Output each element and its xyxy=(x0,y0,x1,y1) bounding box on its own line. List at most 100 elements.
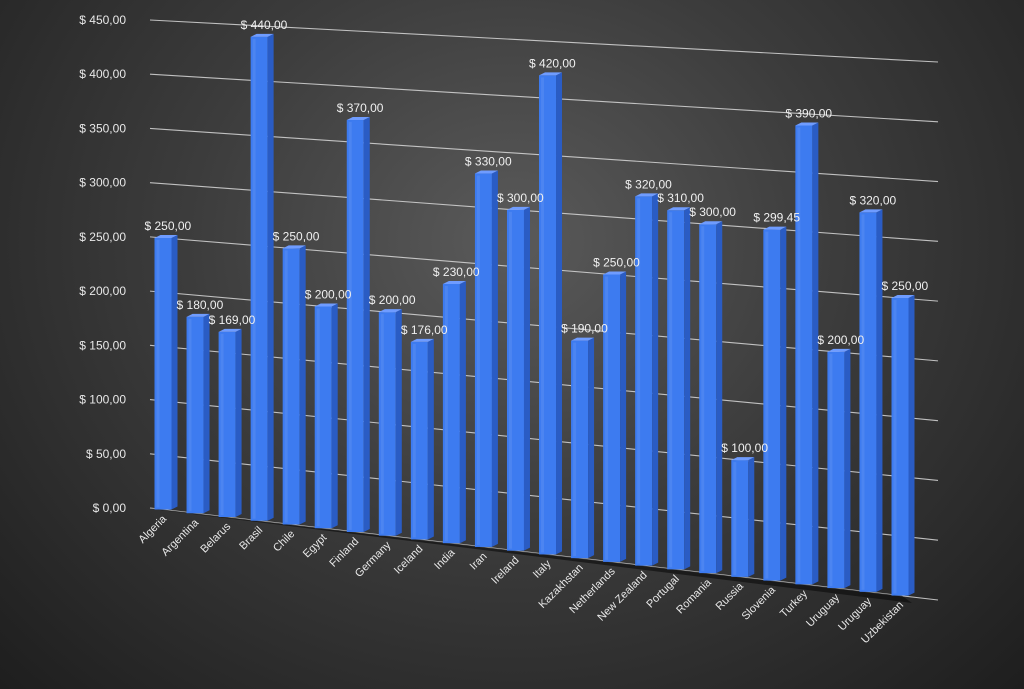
bar-front xyxy=(795,125,813,585)
bar-front xyxy=(635,196,653,566)
bars xyxy=(154,33,915,596)
bar-top xyxy=(442,280,466,284)
bar-front xyxy=(859,212,877,592)
bar-front xyxy=(442,283,460,544)
bar-top xyxy=(474,170,498,174)
data-label: $ 370,00 xyxy=(337,101,384,115)
bar xyxy=(378,309,402,536)
bar xyxy=(154,234,178,510)
bar xyxy=(506,206,530,551)
data-label: $ 440,00 xyxy=(241,18,288,32)
y-tick-label: $ 50,00 xyxy=(86,447,126,461)
bar-side xyxy=(363,117,370,532)
bar xyxy=(539,72,563,555)
bar-top xyxy=(314,303,338,307)
bar-top xyxy=(410,338,434,342)
bar xyxy=(314,303,338,529)
bar-side xyxy=(491,170,498,547)
x-tick-label: Finland xyxy=(327,536,361,570)
bar-top xyxy=(859,209,883,213)
bar-highlight xyxy=(476,175,480,545)
gridline xyxy=(149,19,939,63)
bar-front xyxy=(314,306,332,529)
x-tick-label: Turkey xyxy=(778,588,810,620)
x-tick-label: Ireland xyxy=(489,554,521,586)
y-tick-label: $ 250,00 xyxy=(79,230,126,244)
bar-side xyxy=(748,457,755,577)
bar-highlight xyxy=(252,38,256,519)
bar xyxy=(218,328,242,517)
bar-front xyxy=(699,224,717,574)
y-tick-label: $ 0,00 xyxy=(93,501,127,515)
bar-highlight xyxy=(701,226,705,572)
data-label: $ 299,45 xyxy=(753,211,800,225)
bar-front xyxy=(154,237,172,510)
bar-highlight xyxy=(541,77,545,553)
bar-highlight xyxy=(348,122,352,530)
x-tick-label: India xyxy=(432,546,458,572)
bar-front xyxy=(282,248,300,525)
bar-front xyxy=(571,340,589,559)
bar-highlight xyxy=(637,198,641,564)
bar xyxy=(571,337,595,559)
bar-top xyxy=(154,234,178,238)
bar-front xyxy=(378,312,396,536)
x-tick-label: Italy xyxy=(531,558,554,581)
data-label: $ 310,00 xyxy=(657,191,704,205)
data-label: $ 180,00 xyxy=(177,298,224,312)
bar-side xyxy=(620,271,627,562)
bar xyxy=(635,193,659,566)
bar-front xyxy=(250,36,268,521)
x-tick-label: Iceland xyxy=(392,543,426,577)
bar-side xyxy=(427,338,434,540)
bar-side xyxy=(684,207,691,570)
bar-top xyxy=(603,271,627,275)
y-tick-label: $ 150,00 xyxy=(79,338,126,352)
bar-highlight xyxy=(188,318,192,512)
bar-side xyxy=(588,337,595,559)
bar-highlight xyxy=(573,342,577,557)
bar xyxy=(699,221,723,574)
bar-top xyxy=(378,309,402,313)
floor-shadow xyxy=(150,508,912,603)
x-tick-label: Chile xyxy=(271,528,297,554)
y-axis: $ 0,00 $ 50,00 $ 100,00 $ 150,00 $ 200,00 $ 2… xyxy=(79,13,126,515)
bar-highlight xyxy=(893,300,897,594)
data-label: $ 320,00 xyxy=(849,193,896,207)
data-label: $ 230,00 xyxy=(433,265,480,279)
bar xyxy=(346,117,370,532)
x-tick-label: Iran xyxy=(468,551,490,573)
data-label: $ 200,00 xyxy=(369,293,416,307)
data-label: $ 100,00 xyxy=(721,441,768,455)
bar-front xyxy=(346,120,364,532)
data-labels: $ 250,00 $ 180,00$ 169,00 $ 440,00 $ 250,00… xyxy=(145,18,929,455)
bar xyxy=(667,207,691,570)
bar-side xyxy=(908,295,915,596)
bar-front xyxy=(731,460,749,577)
bar-top xyxy=(218,328,242,332)
bar-front xyxy=(410,341,428,540)
bar-side xyxy=(556,72,563,555)
bar-top xyxy=(506,206,530,210)
data-label: $ 250,00 xyxy=(273,229,320,243)
bar-front xyxy=(474,173,492,547)
bar-highlight xyxy=(797,127,801,583)
y-tick-label: $ 300,00 xyxy=(79,176,126,190)
y-tick-label: $ 350,00 xyxy=(79,121,126,135)
bar-front xyxy=(827,351,845,589)
bar-highlight xyxy=(412,343,416,538)
data-label: $ 330,00 xyxy=(465,155,512,169)
bar-top xyxy=(571,337,595,341)
x-tick-label: Russia xyxy=(714,580,747,613)
bar-top xyxy=(346,117,370,121)
y-tick-label: $ 400,00 xyxy=(79,67,126,81)
y-tick-label: $ 100,00 xyxy=(79,393,126,407)
bar-front xyxy=(186,316,204,514)
bar xyxy=(282,245,306,525)
bar-side xyxy=(171,234,178,510)
bar xyxy=(186,313,210,514)
bar-highlight xyxy=(380,314,384,534)
bar-highlight xyxy=(765,231,769,579)
bar-highlight xyxy=(829,353,833,587)
data-label: $ 250,00 xyxy=(882,279,929,293)
